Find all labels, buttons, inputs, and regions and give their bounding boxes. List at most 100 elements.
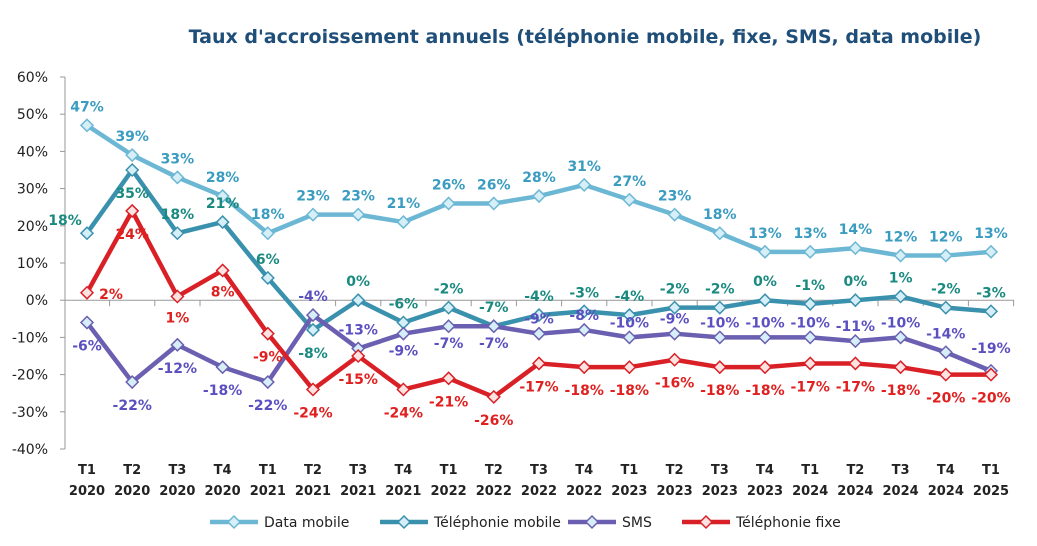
data-label: 1% <box>889 270 913 286</box>
data-label: 8% <box>211 284 235 300</box>
x-tick-label: 2020 <box>205 484 241 499</box>
data-label: -4% <box>298 289 328 305</box>
data-label: -24% <box>384 405 423 421</box>
x-tick-label: 2023 <box>702 484 738 499</box>
x-tick-label: 2021 <box>250 484 286 499</box>
data-label: 0% <box>753 274 777 290</box>
data-label: 21% <box>206 196 240 212</box>
data-label: -2% <box>931 282 961 298</box>
data-label: -18% <box>565 383 604 399</box>
data-label: 33% <box>161 151 195 167</box>
data-label: 18% <box>703 207 737 223</box>
data-point-marker <box>622 330 637 345</box>
data-point-marker <box>260 374 275 390</box>
x-tick-label: T2 <box>485 463 503 478</box>
data-label: 26% <box>432 177 466 193</box>
data-point-marker <box>215 360 230 375</box>
data-label: 2% <box>99 287 123 303</box>
data-point-marker <box>622 192 637 207</box>
data-point-marker <box>170 226 185 241</box>
data-label: 26% <box>477 177 511 193</box>
x-tick-label: 2020 <box>114 484 150 499</box>
x-tick-label: 2022 <box>521 484 557 499</box>
data-point-marker <box>215 263 230 278</box>
x-tick-label: 2023 <box>747 484 783 499</box>
data-point-marker <box>441 300 456 315</box>
data-label: -2% <box>434 282 464 298</box>
data-label: 28% <box>206 170 240 186</box>
data-label: -10% <box>745 315 784 331</box>
data-point-marker <box>305 382 321 397</box>
x-tick-label: T4 <box>214 463 232 478</box>
x-tick-label: T1 <box>440 463 458 478</box>
legend-item: Data mobile <box>210 514 349 531</box>
x-tick-label: 2022 <box>431 484 467 499</box>
data-point-marker <box>893 289 908 304</box>
data-label: 18% <box>251 207 285 223</box>
data-point-marker <box>531 356 547 371</box>
y-tick-label: 10% <box>17 256 48 272</box>
data-label: -4% <box>615 289 645 305</box>
data-label: -14% <box>926 326 965 342</box>
data-point-marker <box>351 348 366 364</box>
data-point-marker <box>757 360 773 375</box>
data-label: 14% <box>839 222 873 238</box>
x-tick-label: T3 <box>349 463 367 478</box>
legend-item: Téléphonie fixe <box>682 514 841 531</box>
y-tick-label: -30% <box>12 405 48 421</box>
legend-label: SMS <box>622 515 652 531</box>
x-tick-label: T1 <box>982 463 1000 478</box>
x-tick-label: T1 <box>78 463 96 478</box>
data-label: 28% <box>522 170 556 186</box>
data-label: 13% <box>974 226 1008 242</box>
data-point-marker <box>577 360 592 375</box>
data-label: 23% <box>296 189 330 205</box>
data-label: 12% <box>929 230 963 246</box>
data-point-marker <box>441 371 456 386</box>
x-tick-label: 2020 <box>69 484 105 499</box>
series-sms: -6% -22% -12% -18% -22% -4% -13% -9% -7% -7% -9% -8… <box>72 289 1010 414</box>
legend-marker <box>584 514 600 530</box>
data-label: -20% <box>926 391 965 407</box>
data-point-marker <box>983 304 999 319</box>
data-point-marker <box>260 326 275 341</box>
data-label: -3% <box>569 285 599 301</box>
data-label: -13% <box>339 323 378 339</box>
data-point-marker <box>351 207 366 222</box>
x-tick-label: T3 <box>168 463 186 478</box>
data-point-marker <box>396 215 411 230</box>
data-point-marker <box>125 148 140 163</box>
data-label: -12% <box>158 361 197 377</box>
x-tick-label: T1 <box>801 463 819 478</box>
x-tick-label: 2024 <box>883 484 919 499</box>
data-label: -17% <box>519 379 558 395</box>
data-point-marker <box>260 270 275 285</box>
data-label: -9% <box>389 344 419 360</box>
x-tick-label: 2021 <box>295 484 331 499</box>
data-point-marker <box>893 360 908 375</box>
data-label: -19% <box>971 341 1010 357</box>
data-label: -18% <box>203 383 242 399</box>
data-label: 47% <box>70 99 104 115</box>
x-tick-label: 2024 <box>792 484 828 499</box>
data-point-marker <box>667 326 682 341</box>
data-point-marker <box>305 207 321 222</box>
data-point-marker <box>170 337 185 352</box>
data-label: -7% <box>479 336 509 352</box>
data-label: 23% <box>658 189 692 205</box>
data-point-marker <box>441 319 456 334</box>
data-label: -7% <box>479 300 509 316</box>
data-label: -1% <box>795 278 825 294</box>
data-label: -18% <box>700 383 739 399</box>
y-tick-label: -20% <box>12 368 48 384</box>
data-label: -24% <box>293 405 332 421</box>
data-point-marker <box>125 203 140 218</box>
legend-marker <box>698 514 714 530</box>
x-tick-label: T1 <box>620 463 638 478</box>
x-tick-label: T4 <box>756 463 774 478</box>
legend-marker <box>396 514 412 530</box>
data-label: 35% <box>115 186 149 202</box>
data-label: -10% <box>881 315 920 331</box>
data-label: 0% <box>844 274 868 290</box>
